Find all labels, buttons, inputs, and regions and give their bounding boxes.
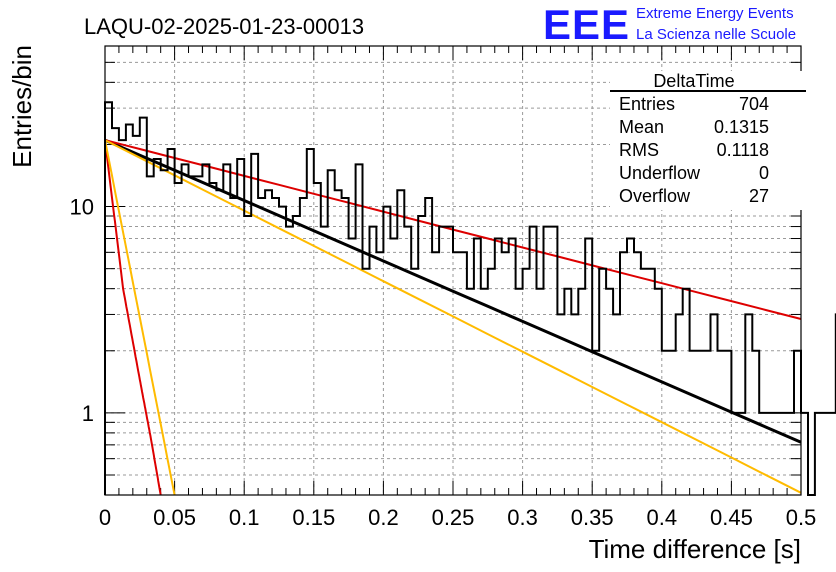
x-tick-label: 0.45: [710, 505, 753, 530]
stats-label-overflow: Overflow: [619, 186, 691, 206]
x-tick-label: 0.1: [229, 505, 260, 530]
x-tick-label: 0: [99, 505, 111, 530]
x-tick-label: 0.5: [786, 505, 817, 530]
fit-line-red-fast: [104, 139, 162, 496]
fit-line-orange-fast: [104, 139, 176, 496]
x-tick-label: 0.4: [647, 505, 678, 530]
x-tick-label: 0.25: [432, 505, 475, 530]
x-tick-label: 0.3: [507, 505, 538, 530]
fit-line-orange-slow: [104, 139, 802, 494]
stats-label-entries: Entries: [619, 94, 675, 114]
plot-frame: [104, 45, 802, 496]
eee-logo-line1: Extreme Energy Events: [636, 5, 794, 22]
run-label: LAQU-02-2025-01-23-00013: [84, 14, 364, 39]
stats-label-rms: RMS: [619, 140, 659, 160]
stats-value-mean: 0.1315: [714, 117, 769, 137]
stats-value-entries: 704: [739, 94, 769, 114]
tick-labels: 0 0.05 0.1 0.15 0.2 0.25 0.3 0.35 0.4 0.45 0.5 1 10: [70, 195, 817, 530]
stats-label-mean: Mean: [619, 117, 664, 137]
stats-box-title: DeltaTime: [653, 71, 734, 91]
eee-logo-mark: EEE: [543, 1, 630, 48]
x-axis-label: Time difference [s]: [589, 534, 801, 564]
stats-value-underflow: 0: [759, 163, 769, 183]
stats-value-rms: 0.1118: [717, 140, 769, 160]
y-tick-label: 10: [70, 195, 94, 220]
stats-label-underflow: Underflow: [619, 163, 701, 183]
x-tick-label: 0.2: [368, 505, 399, 530]
stats-box: DeltaTime Entries 704 Mean 0.1315 RMS 0.…: [610, 71, 806, 210]
eee-logo-line2: La Scienza nelle Scuole: [636, 26, 796, 43]
x-tick-label: 0.35: [571, 505, 614, 530]
x-tick-label: 0.15: [292, 505, 335, 530]
stats-value-overflow: 27: [749, 186, 769, 206]
eee-logo: EEE Extreme Energy Events La Scienza nel…: [543, 1, 796, 48]
y-axis-label: Entries/bin: [7, 45, 37, 168]
histogram-series: [104, 101, 836, 496]
x-tick-label: 0.05: [153, 505, 196, 530]
y-tick-label: 1: [82, 401, 94, 426]
